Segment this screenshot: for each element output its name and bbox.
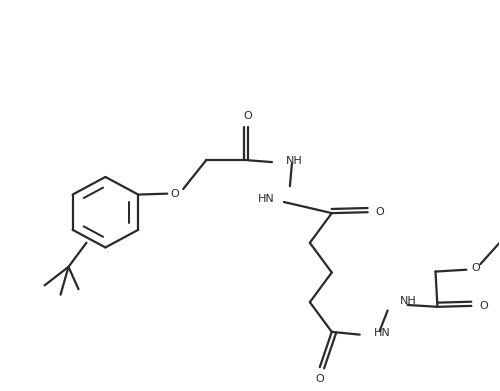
Text: O: O [376, 207, 384, 217]
Text: NH: NH [286, 156, 302, 166]
Text: O: O [244, 111, 252, 121]
Text: HN: HN [258, 194, 275, 204]
Text: O: O [171, 188, 179, 199]
Text: O: O [471, 263, 480, 273]
Text: HN: HN [374, 328, 390, 338]
Text: NH: NH [400, 296, 416, 306]
Text: O: O [316, 374, 324, 384]
Text: O: O [479, 301, 488, 311]
